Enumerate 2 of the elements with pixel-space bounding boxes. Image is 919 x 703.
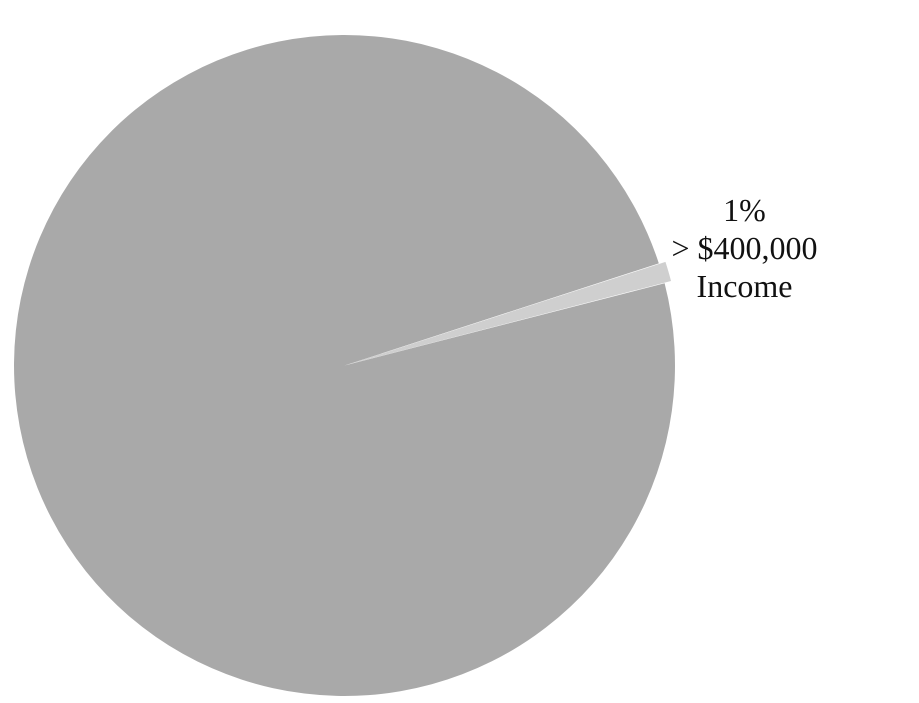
data-label: 1% bbox=[723, 192, 766, 228]
slice-label: > $400,000 Income bbox=[671, 230, 818, 304]
